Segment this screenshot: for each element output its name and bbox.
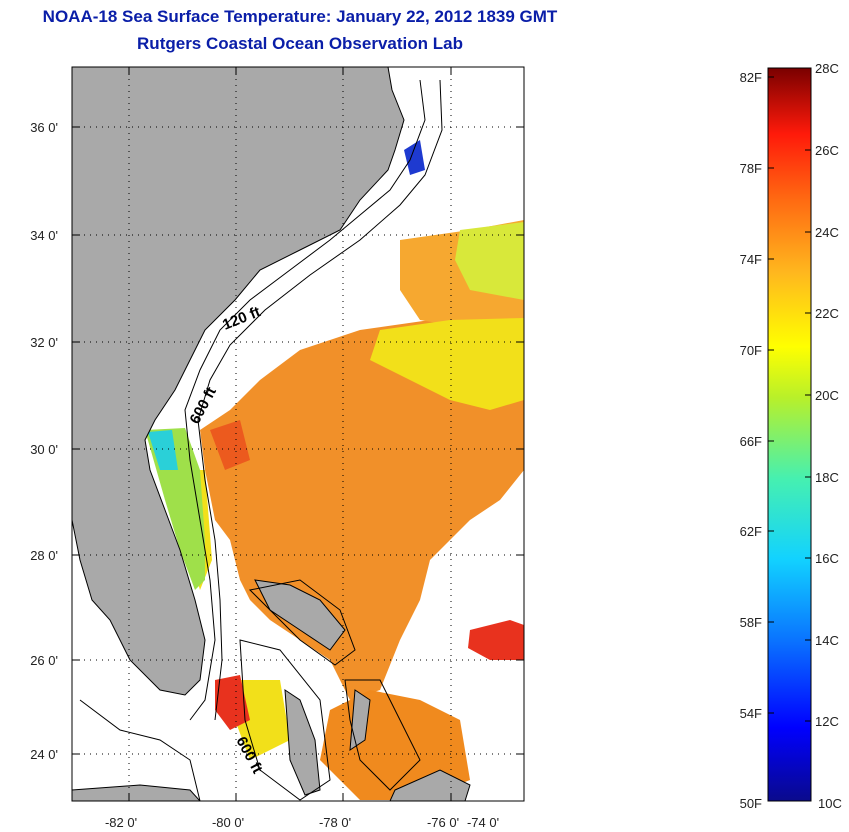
- colorbar-f-label: 74F: [740, 252, 762, 267]
- colorbar-f-label: 58F: [740, 615, 762, 630]
- colorbar-c-label: 12C: [815, 714, 839, 729]
- colorbar-f-label: 62F: [740, 524, 762, 539]
- colorbar-c-label: 16C: [815, 551, 839, 566]
- lat-tick-label: 32 0': [30, 335, 58, 350]
- graticule: [72, 67, 524, 801]
- lat-tick-label: 24 0': [30, 747, 58, 762]
- map-frame: [71, 66, 525, 802]
- lat-tick-label: 36 0': [30, 120, 58, 135]
- map-title: NOAA-18 Sea Surface Temperature: January…: [42, 7, 558, 26]
- temperature-colorbar: [767, 67, 812, 802]
- lon-tick-label: -74 0': [467, 815, 499, 830]
- sst-yellow-field: [185, 222, 524, 760]
- colorbar-c-label: 20C: [815, 388, 839, 403]
- sst-cool-coastal-strip: [145, 140, 425, 590]
- colorbar-c-label: 18C: [815, 470, 839, 485]
- colorbar-f-label: 50F: [740, 796, 762, 811]
- colorbar-c-label: 28C: [815, 61, 839, 76]
- colorbar-f-label: 70F: [740, 343, 762, 358]
- colorbar-f-label: 54F: [740, 706, 762, 721]
- colorbar-c-label: 22C: [815, 306, 839, 321]
- map-area: 120 ft 600 ft 600 ft: [72, 67, 524, 801]
- frame-ticks: [72, 67, 524, 801]
- sst-red-patches: [210, 420, 524, 730]
- colorbar-c-label: 24C: [815, 225, 839, 240]
- colorbar-f-label: 66F: [740, 434, 762, 449]
- lat-tick-label: 28 0': [30, 548, 58, 563]
- lon-tick-label: -80 0': [212, 815, 244, 830]
- lat-tick-label: 26 0': [30, 653, 58, 668]
- lon-tick-label: -76 0': [427, 815, 459, 830]
- colorbar-ticks: [768, 67, 811, 722]
- lon-tick-label: -82 0': [105, 815, 137, 830]
- isobath-contours: [79, 79, 443, 801]
- colorbar-c-label: 10C: [818, 796, 842, 811]
- land-mass: [72, 67, 471, 801]
- colorbar-f-label: 78F: [740, 161, 762, 176]
- colorbar-c-label: 26C: [815, 143, 839, 158]
- lat-tick-label: 34 0': [30, 228, 58, 243]
- map-subtitle: Rutgers Coastal Ocean Observation Lab: [137, 34, 463, 53]
- lon-tick-label: -78 0': [319, 815, 351, 830]
- colorbar-f-label: 82F: [740, 70, 762, 85]
- lat-tick-label: 30 0': [30, 442, 58, 457]
- colorbar-c-label: 14C: [815, 633, 839, 648]
